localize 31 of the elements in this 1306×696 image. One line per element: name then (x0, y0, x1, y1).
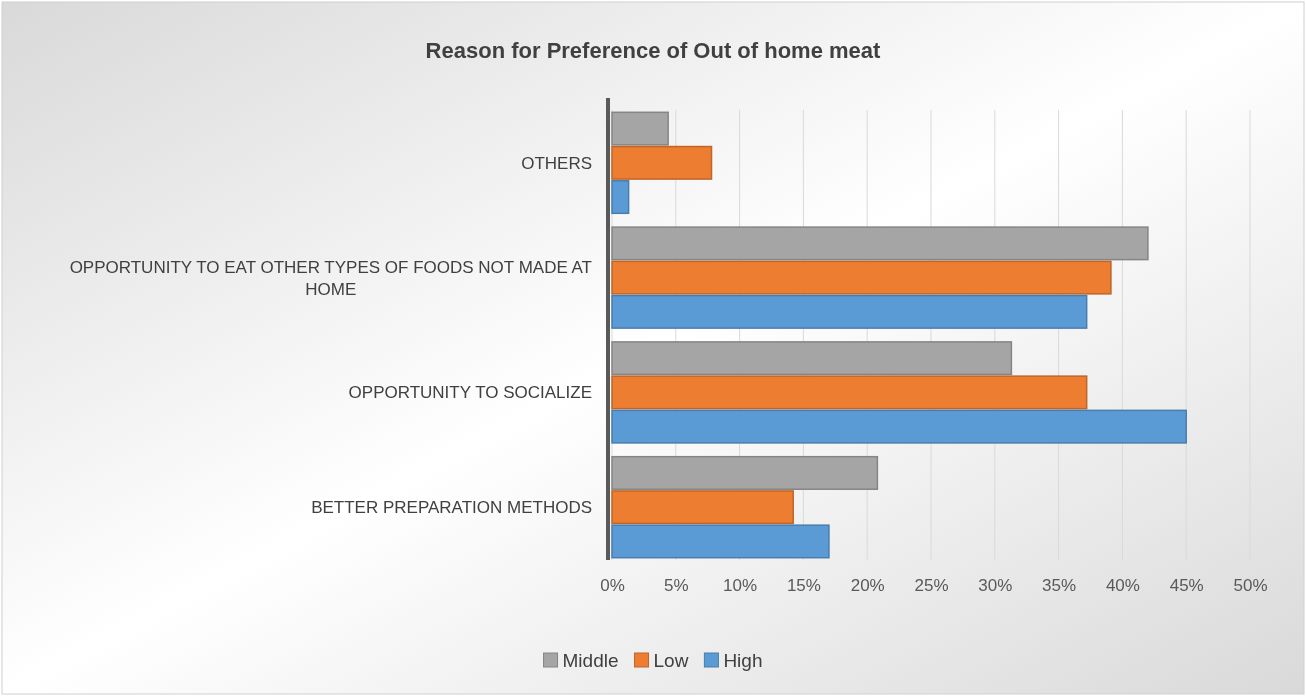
bar (611, 145, 713, 180)
bar (611, 226, 1149, 261)
x-tick-label: 5% (664, 576, 689, 596)
x-tick-label: 45% (1169, 576, 1204, 596)
legend-label: High (723, 650, 763, 671)
bar (611, 294, 1088, 329)
x-tick-label: 35% (1042, 576, 1077, 596)
x-tick-label: 50% (1233, 576, 1268, 596)
bar (611, 180, 630, 215)
x-tick-label: 40% (1105, 576, 1140, 596)
x-tick-label: 20% (850, 576, 885, 596)
x-tick-label: 15% (786, 576, 821, 596)
y-tick-label: OTHERS (521, 153, 592, 173)
bar (611, 409, 1187, 444)
bar (611, 375, 1088, 410)
bar (611, 260, 1112, 295)
bar (611, 111, 669, 146)
x-tick-label: 25% (914, 576, 949, 596)
bar (611, 455, 879, 490)
bar (611, 341, 1013, 376)
chart-title: Reason for Preference of Out of home meat (425, 38, 882, 63)
y-tick-label: OPPORTUNITY TO EAT OTHER TYPES OF FOODS NOT MADE AT HOME (69, 257, 592, 299)
legend-label: Middle (562, 650, 619, 671)
x-tick-label: 0% (600, 576, 625, 596)
y-tick-label: BETTER PREPARATION METHODS (311, 498, 592, 518)
x-tick-label: 30% (978, 576, 1013, 596)
legend-label: Low (653, 650, 689, 671)
bar (611, 524, 830, 559)
y-tick-label: OPPORTUNITY TO SOCIALIZE (348, 383, 592, 403)
bar (611, 490, 794, 525)
x-tick-label: 10% (723, 576, 758, 596)
